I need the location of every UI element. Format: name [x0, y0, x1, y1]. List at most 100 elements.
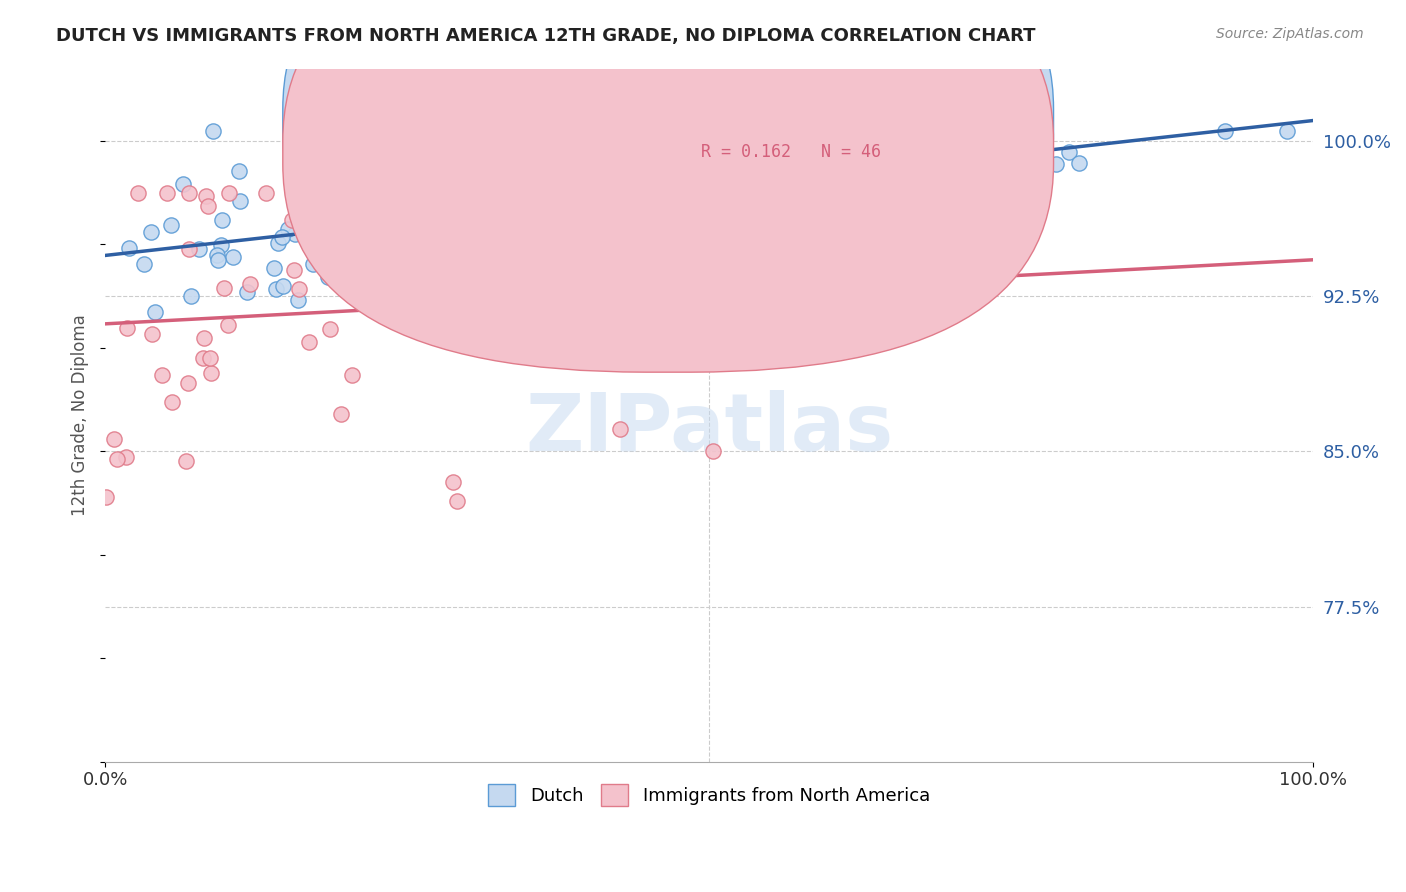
Point	[486, 138, 509, 153]
Point	[191, 351, 214, 365]
Point	[986, 128, 1008, 142]
Point	[637, 186, 659, 200]
Point	[371, 240, 394, 254]
Point	[150, 368, 173, 383]
Point	[290, 201, 312, 215]
Point	[218, 186, 240, 200]
Point	[441, 475, 464, 489]
Point	[665, 179, 688, 194]
Point	[115, 320, 138, 334]
Point	[599, 190, 621, 204]
Point	[177, 242, 200, 256]
Point	[197, 199, 219, 213]
Point	[292, 224, 315, 238]
Point	[506, 166, 529, 180]
Point	[378, 193, 401, 207]
Point	[277, 221, 299, 235]
Point	[160, 395, 183, 409]
Point	[205, 247, 228, 261]
Point	[709, 123, 731, 137]
Point	[217, 318, 239, 332]
Point	[659, 200, 682, 214]
Point	[254, 186, 277, 200]
Point	[547, 286, 569, 301]
Point	[543, 266, 565, 280]
Point	[851, 187, 873, 202]
Point	[681, 129, 703, 144]
Point	[211, 213, 233, 227]
Point	[343, 197, 366, 211]
Point	[264, 281, 287, 295]
Point	[682, 245, 704, 260]
Point	[430, 194, 453, 208]
Point	[340, 368, 363, 382]
Point	[436, 260, 458, 274]
Point	[201, 123, 224, 137]
Point	[609, 422, 631, 436]
Point	[222, 250, 245, 264]
Point	[665, 181, 688, 195]
Point	[697, 128, 720, 142]
Point	[115, 450, 138, 464]
Point	[664, 178, 686, 192]
Point	[316, 269, 339, 284]
Point	[200, 366, 222, 380]
Point	[478, 244, 501, 259]
Point	[582, 153, 605, 167]
Point	[413, 220, 436, 235]
Point	[228, 163, 250, 178]
Point	[103, 432, 125, 446]
Point	[769, 172, 792, 186]
Point	[143, 305, 166, 319]
Point	[489, 186, 512, 200]
Point	[378, 226, 401, 240]
Point	[301, 257, 323, 271]
Point	[132, 257, 155, 271]
Point	[845, 123, 868, 137]
Point	[347, 186, 370, 200]
Point	[1069, 155, 1091, 169]
Point	[176, 454, 198, 468]
Point	[548, 141, 571, 155]
Point	[486, 123, 509, 137]
Point	[354, 172, 377, 186]
Point	[267, 235, 290, 250]
Point	[412, 144, 434, 158]
Point	[364, 210, 387, 224]
Point	[180, 289, 202, 303]
Point	[704, 234, 727, 248]
FancyBboxPatch shape	[283, 0, 1053, 372]
Point	[648, 247, 671, 261]
Legend: Dutch, Immigrants from North America: Dutch, Immigrants from North America	[479, 775, 939, 815]
Point	[702, 443, 724, 458]
Point	[869, 179, 891, 194]
FancyBboxPatch shape	[619, 89, 1005, 183]
Point	[322, 242, 344, 256]
Point	[177, 376, 200, 391]
Point	[329, 407, 352, 421]
Point	[353, 194, 375, 209]
Point	[188, 242, 211, 256]
Point	[209, 238, 232, 252]
Text: DUTCH VS IMMIGRANTS FROM NORTH AMERICA 12TH GRADE, NO DIPLOMA CORRELATION CHART: DUTCH VS IMMIGRANTS FROM NORTH AMERICA 1…	[56, 27, 1036, 45]
FancyBboxPatch shape	[283, 0, 1053, 340]
Text: Source: ZipAtlas.com: Source: ZipAtlas.com	[1216, 27, 1364, 41]
Point	[298, 335, 321, 350]
Point	[198, 351, 221, 365]
Text: R = 0.477   N = 115: R = 0.477 N = 115	[700, 112, 891, 129]
Point	[1213, 123, 1236, 137]
Point	[319, 322, 342, 336]
Point	[609, 123, 631, 137]
Point	[849, 123, 872, 137]
Point	[437, 168, 460, 182]
Point	[229, 194, 252, 209]
Point	[288, 153, 311, 167]
Point	[156, 186, 179, 200]
Point	[127, 186, 149, 200]
Point	[288, 282, 311, 296]
Point	[394, 215, 416, 229]
Point	[443, 300, 465, 314]
Point	[195, 188, 218, 202]
Point	[848, 169, 870, 183]
Point	[509, 169, 531, 183]
